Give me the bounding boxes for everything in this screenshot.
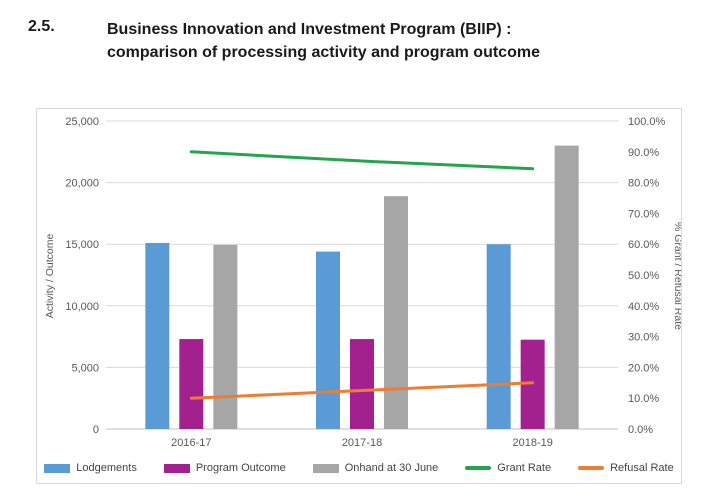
legend-swatch: [312, 463, 339, 473]
bar-onhand-at-30-june-2017-18: [384, 196, 408, 429]
legend-label: Onhand at 30 June: [344, 462, 439, 474]
legend-label: Refusal Rate: [610, 462, 674, 474]
section-title: Business Innovation and Investment Progr…: [107, 18, 667, 64]
right-axis-tick-label: 50.0%: [628, 270, 659, 282]
right-axis-tick-label: 80.0%: [628, 178, 659, 190]
x-axis-category-label: 2016-17: [171, 437, 211, 449]
left-axis-tick-label: 10,000: [65, 301, 99, 313]
legend-swatch: [163, 463, 190, 473]
legend-item-refusal-rate: Refusal Rate: [578, 462, 674, 474]
right-axis-tick-label: 40.0%: [628, 301, 659, 313]
legend-item-program-outcome: Program Outcome: [163, 462, 286, 474]
section-number: 2.5.: [28, 18, 55, 35]
legend-swatch: [44, 463, 71, 473]
right-axis-tick-label: 60.0%: [628, 239, 659, 251]
left-axis-title: Activity / Outcome: [44, 234, 56, 319]
line-grant-rate: [189, 150, 535, 171]
left-axis-tick-label: 20,000: [65, 178, 99, 190]
legend-label: Grant Rate: [497, 462, 552, 474]
right-axis-tick-label: 70.0%: [628, 208, 659, 220]
chart-container: Activity / Outcome % Grant / Refusal Rat…: [36, 108, 684, 484]
bar-onhand-at-30-june-2018-19: [554, 145, 579, 429]
right-axis-tick-label: 10.0%: [628, 393, 659, 405]
right-axis-tick-label: 30.0%: [628, 332, 659, 344]
right-axis-title: % Grant / Refusal Rate: [672, 222, 681, 330]
left-axis-tick-label: 0: [93, 424, 99, 436]
legend-swatch: [465, 466, 492, 470]
legend-label: Lodgements: [76, 462, 137, 474]
right-axis-tick-label: 0.0%: [628, 424, 653, 436]
legend-item-grant-rate: Grant Rate: [465, 462, 551, 474]
bar-onhand-at-30-june-2016-17: [213, 244, 238, 429]
legend-label: Program Outcome: [195, 462, 286, 474]
legend-item-lodgements: Lodgements: [44, 462, 137, 474]
right-axis-tick-label: 100.0%: [628, 116, 666, 128]
right-axis-tick-label: 90.0%: [628, 147, 659, 159]
left-axis-tick-label: 25,000: [65, 116, 99, 128]
section-title-line2: comparison of processing activity and pr…: [107, 44, 540, 61]
bar-program-outcome-2016-17: [179, 339, 204, 429]
left-axis-tick-label: 15,000: [65, 239, 99, 251]
x-axis-category-label: 2018-19: [512, 437, 552, 449]
bar-lodgements-2018-19: [486, 244, 511, 429]
chart-legend: Lodgements Program Outcome Onhand at 30 Ju…: [37, 462, 681, 474]
bar-lodgements-2016-17: [145, 242, 170, 429]
x-axis-category-label: 2017-18: [342, 437, 382, 449]
section-title-line1: Business Innovation and Investment Progr…: [107, 21, 512, 38]
bar-program-outcome-2017-18: [350, 339, 374, 429]
right-axis-tick-label: 20.0%: [628, 362, 659, 374]
bar-lodgements-2017-18: [316, 251, 340, 429]
legend-item-onhand-at-30-june: Onhand at 30 June: [312, 462, 439, 474]
left-axis-tick-label: 5,000: [71, 362, 99, 374]
combo-chart: Activity / Outcome % Grant / Refusal Rat…: [44, 116, 684, 449]
legend-swatch: [578, 466, 605, 470]
line-refusal-rate: [189, 381, 535, 400]
